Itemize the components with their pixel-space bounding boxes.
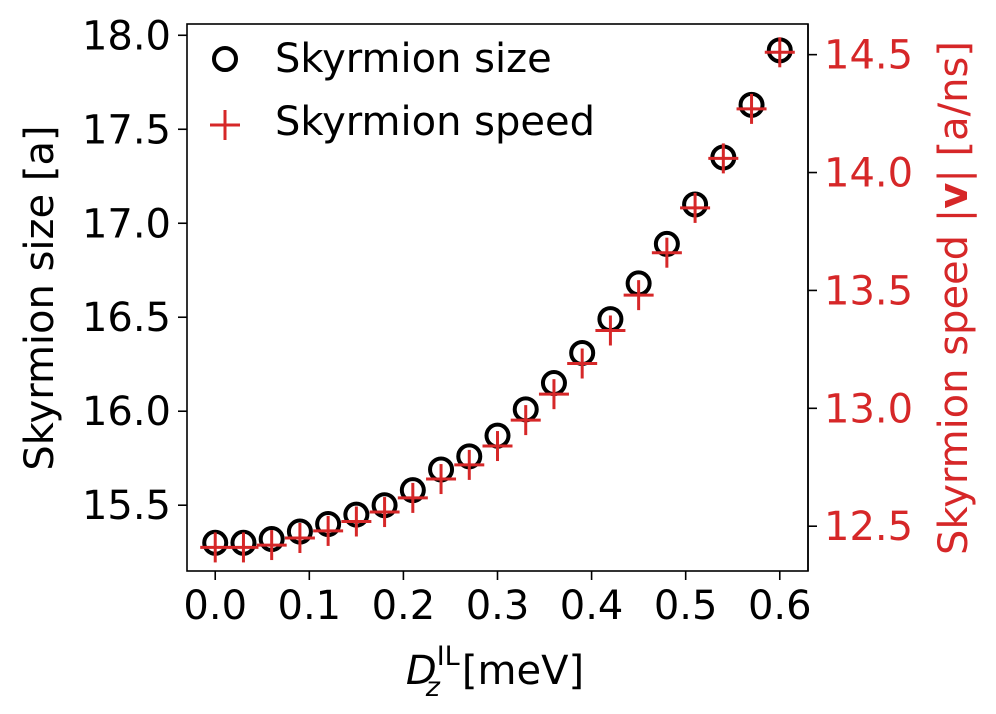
x-label-superscript: IL bbox=[437, 641, 460, 672]
right-label-velocity: v bbox=[931, 183, 977, 209]
left-y-tick-label: 16.5 bbox=[82, 295, 171, 341]
speed-point bbox=[284, 522, 315, 553]
left-axis-ticks: 15.5 16.0 16.5 17.0 17.5 18.0 bbox=[82, 13, 187, 529]
speed-point bbox=[595, 315, 626, 346]
right-label-suffix: | [a/ns] bbox=[931, 41, 977, 183]
speed-point bbox=[680, 192, 711, 223]
x-tick-label: 0.5 bbox=[654, 583, 718, 629]
x-tick-label: 0.2 bbox=[372, 583, 436, 629]
right-y-tick-label: 13.5 bbox=[824, 268, 913, 314]
speed-point bbox=[200, 532, 231, 563]
data-marks bbox=[200, 37, 795, 563]
right-y-tick-label: 14.0 bbox=[824, 151, 913, 197]
left-y-tick-label: 17.0 bbox=[82, 201, 171, 247]
x-tick-label: 0.6 bbox=[748, 583, 812, 629]
speed-point bbox=[510, 405, 541, 436]
legend-label-size: Skyrmion size bbox=[275, 36, 552, 82]
x-axis-ticks: 0.0 0.1 0.2 0.3 0.4 0.5 0.6 bbox=[183, 571, 812, 629]
x-tick-label: 0.0 bbox=[183, 583, 247, 629]
left-y-tick-label: 18.0 bbox=[82, 13, 171, 59]
x-tick-label: 0.4 bbox=[560, 583, 624, 629]
speed-point bbox=[538, 379, 569, 410]
speed-point bbox=[567, 348, 598, 379]
speed-point bbox=[313, 515, 344, 546]
left-y-tick-label: 17.5 bbox=[82, 107, 171, 153]
x-label-unit: [meV] bbox=[462, 648, 584, 694]
left-y-tick-label: 16.0 bbox=[82, 389, 171, 435]
speed-point bbox=[228, 532, 259, 563]
right-y-axis-label: Skyrmion speed |v| [a/ns] bbox=[931, 41, 977, 555]
speed-point bbox=[341, 506, 372, 537]
x-tick-label: 0.3 bbox=[466, 583, 530, 629]
speed-point bbox=[736, 93, 767, 124]
speed-point bbox=[426, 464, 457, 495]
right-axis-ticks: 12.5 13.0 13.5 14.0 14.5 bbox=[808, 33, 913, 550]
speed-point bbox=[482, 431, 513, 462]
right-label-prefix: Skyrmion speed | bbox=[931, 209, 977, 555]
legend-circle-marker bbox=[212, 46, 238, 72]
speed-point bbox=[369, 497, 400, 528]
x-label-subscript: z bbox=[425, 672, 441, 703]
left-y-axis-label: Skyrmion size [a] bbox=[17, 125, 63, 470]
speed-point bbox=[764, 37, 795, 68]
speed-point bbox=[256, 530, 287, 561]
speed-point bbox=[708, 143, 739, 174]
legend-label-speed: Skyrmion speed bbox=[275, 99, 595, 145]
speed-point bbox=[397, 482, 428, 513]
speed-point bbox=[454, 449, 485, 480]
x-tick-label: 0.1 bbox=[278, 583, 342, 629]
speed-point bbox=[651, 237, 682, 268]
left-y-tick-label: 15.5 bbox=[82, 483, 171, 529]
x-axis-label: DIL z [meV] bbox=[406, 641, 584, 703]
right-y-tick-label: 13.0 bbox=[824, 386, 913, 432]
x-label-main: D bbox=[406, 648, 437, 694]
right-y-tick-label: 12.5 bbox=[824, 504, 913, 550]
speed-point bbox=[623, 280, 654, 311]
legend: Skyrmion size Skyrmion speed bbox=[210, 36, 595, 145]
right-y-tick-label: 14.5 bbox=[824, 33, 913, 79]
